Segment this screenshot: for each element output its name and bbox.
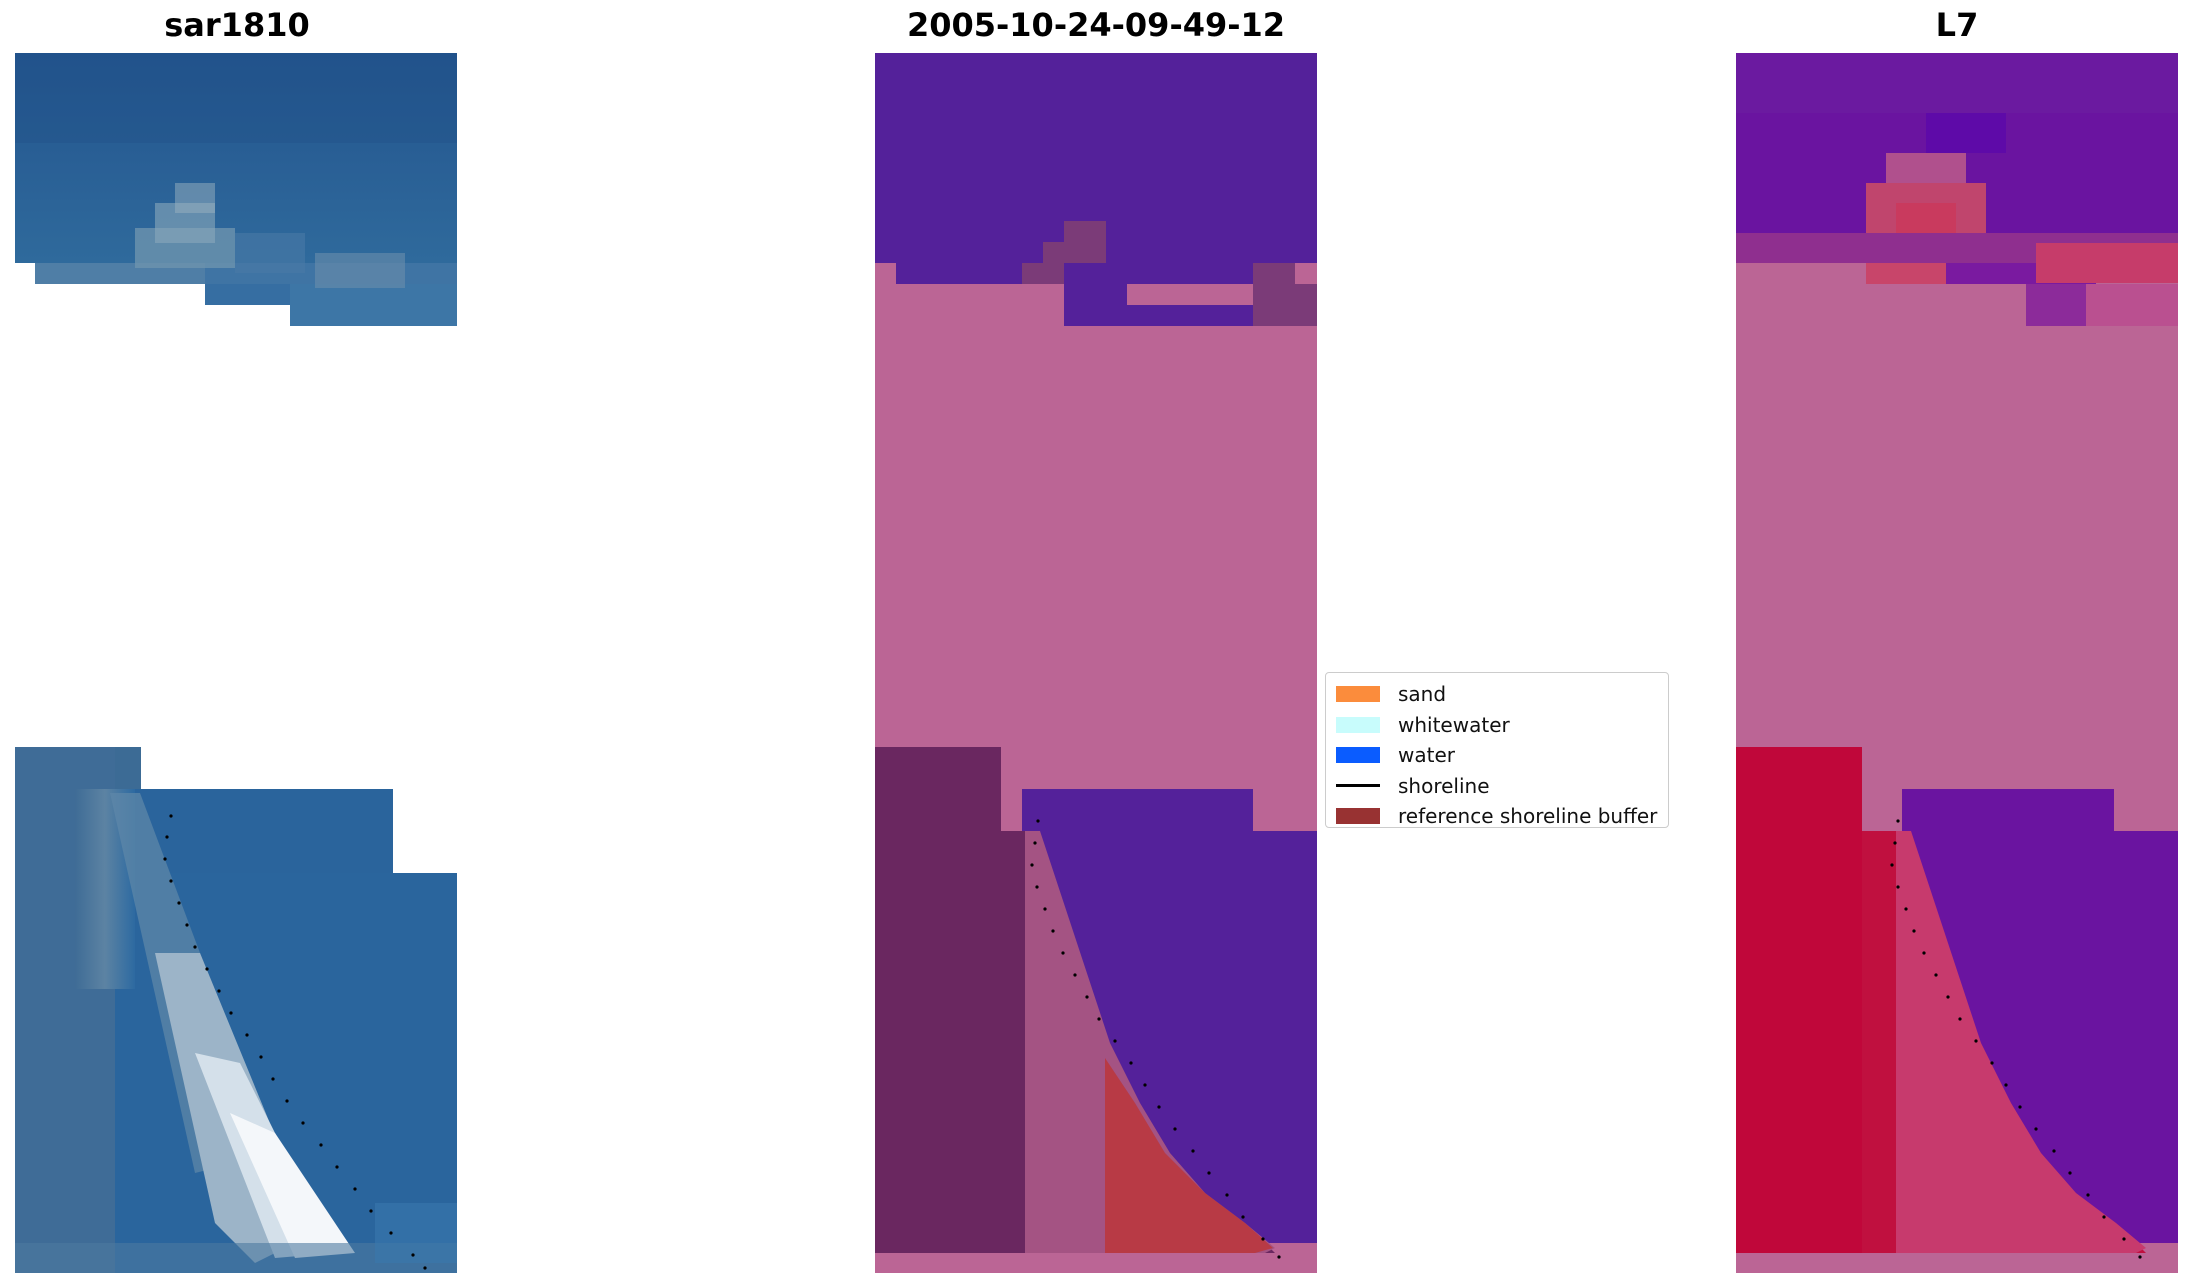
- mndwi-image-panel: [1736, 53, 2178, 1273]
- legend-item-sand: sand: [1336, 679, 1658, 710]
- legend-label-buffer: reference shoreline buffer: [1398, 804, 1658, 829]
- legend: sand whitewater water shoreline referenc…: [1325, 672, 1669, 828]
- panel-title-rgb: sar1810: [164, 6, 310, 44]
- sand-swatch: [1336, 686, 1380, 703]
- classified-shoreline: [1030, 819, 1281, 1259]
- legend-label-sand: sand: [1398, 682, 1447, 707]
- classified-image-panel: [875, 53, 1317, 1273]
- legend-label-whitewater: whitewater: [1398, 712, 1510, 737]
- legend-item-shoreline: shoreline: [1336, 771, 1658, 802]
- panel-title-classified: 2005-10-24-09-49-12: [906, 6, 1286, 44]
- buffer-swatch: [1336, 808, 1380, 825]
- rgb-top-region: [15, 53, 457, 326]
- rgb-bottom-region: [15, 747, 457, 1273]
- shoreline-line-swatch: [1336, 784, 1380, 788]
- whitewater-swatch: [1336, 716, 1380, 733]
- panel-title-mndwi: L7: [1935, 6, 1979, 44]
- classified-bottom: [875, 747, 1317, 1273]
- mndwi-shoreline: [1890, 819, 2142, 1259]
- water-swatch: [1336, 747, 1380, 764]
- mndwi-bottom: [1736, 747, 2178, 1273]
- legend-item-buffer: reference shoreline buffer: [1336, 801, 1658, 832]
- mndwi-top: [1736, 53, 2178, 326]
- rgb-image-panel: [15, 53, 457, 1273]
- rgb-shoreline: [163, 814, 427, 1270]
- legend-item-whitewater: whitewater: [1336, 710, 1658, 741]
- legend-item-water: water: [1336, 740, 1658, 771]
- legend-label-shoreline: shoreline: [1398, 773, 1490, 798]
- classified-top-water: [875, 53, 1317, 326]
- legend-label-water: water: [1398, 743, 1455, 768]
